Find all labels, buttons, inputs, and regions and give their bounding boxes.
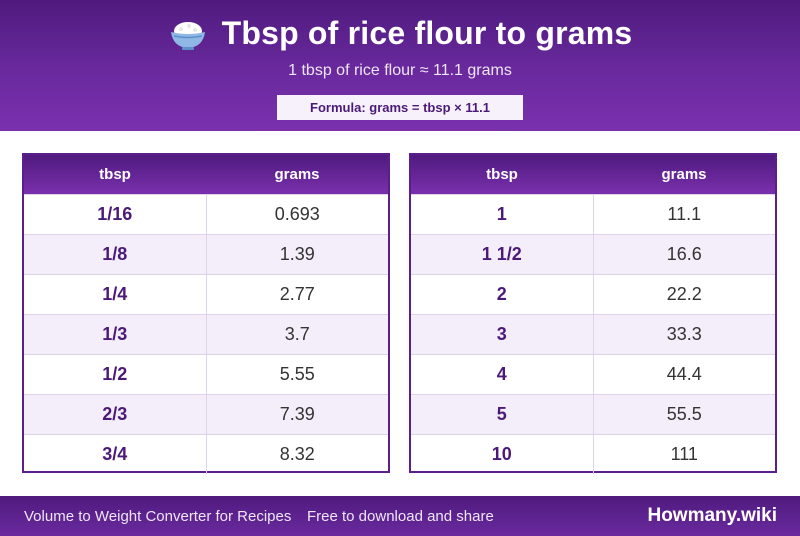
tbsp-cell: 10 — [411, 435, 594, 474]
footer-tagline: Volume to Weight Converter for Recipes — [24, 508, 292, 525]
title-text: Tbsp of rice flour to grams — [221, 14, 633, 51]
tbsp-cell: 2/3 — [24, 395, 207, 434]
tbsp-cell: 1/8 — [24, 235, 207, 274]
grams-cell: 55.5 — [666, 404, 702, 424]
rice-bowl-icon — [170, 22, 205, 50]
grams-cell: 22.2 — [666, 284, 702, 304]
column-header-tbsp: tbsp — [99, 166, 131, 183]
grams-cell: 111 — [670, 444, 698, 464]
table-row: 1/8 1.39 — [24, 234, 388, 274]
table-row: 1/2 5.55 — [24, 354, 388, 394]
subtitle: 1 tbsp of rice flour ≈ 11.1 grams — [288, 62, 512, 79]
grams-cell: 11.1 — [667, 204, 702, 224]
table-row: 5 55.5 — [411, 394, 775, 434]
grams-cell: 44.4 — [666, 364, 702, 384]
tbsp-cell: 1/4 — [24, 275, 207, 314]
tbsp-cell: 4 — [411, 355, 594, 394]
tbsp-cell: 1 — [411, 195, 594, 234]
table-header: tbsp grams — [411, 155, 775, 194]
table-row: 3 33.3 — [411, 314, 775, 354]
grams-cell: 0.693 — [274, 204, 320, 224]
grams-cell: 8.32 — [279, 444, 315, 464]
tbsp-cell: 3 — [411, 315, 594, 354]
table-row: 1/16 0.693 — [24, 194, 388, 234]
tbsp-cell: 1 1/2 — [411, 235, 594, 274]
table-row: 10 111 — [411, 434, 775, 474]
table-row: 1 11.1 — [411, 194, 775, 234]
header-banner: Tbsp of rice flour to grams 1 tbsp of ri… — [0, 0, 800, 131]
tbsp-cell: 2 — [411, 275, 594, 314]
formula-badge: Formula: grams = tbsp × 11.1 — [277, 95, 523, 120]
footer-share-text: Free to download and share — [307, 508, 494, 525]
grams-cell: 16.6 — [666, 244, 702, 264]
tbsp-cell: 1/16 — [24, 195, 207, 234]
conversion-table-right: tbsp grams 1 11.1 1 1/2 16.6 2 22.2 3 33… — [409, 153, 777, 474]
grams-cell: 1.39 — [279, 244, 315, 264]
tbsp-cell: 5 — [411, 395, 594, 434]
grams-cell: 33.3 — [666, 324, 702, 344]
column-header-grams: grams — [661, 166, 707, 183]
tbsp-cell: 1/3 — [24, 315, 207, 354]
table-row: 1/3 3.7 — [24, 314, 388, 354]
tbsp-cell: 1/2 — [24, 355, 207, 394]
table-row: 2 22.2 — [411, 274, 775, 314]
grams-cell: 3.7 — [284, 324, 310, 344]
table-row: 1 1/2 16.6 — [411, 234, 775, 274]
grams-cell: 2.77 — [279, 284, 315, 304]
footer-bar: Volume to Weight Converter for Recipes F… — [0, 496, 800, 536]
column-header-tbsp: tbsp — [486, 166, 518, 183]
grams-cell: 7.39 — [279, 404, 315, 424]
table-row: 2/3 7.39 — [24, 394, 388, 434]
table-header: tbsp grams — [24, 155, 388, 194]
tbsp-cell: 3/4 — [24, 435, 207, 474]
brand-logo-text[interactable]: Howmany.wiki — [647, 505, 777, 526]
table-row: 1/4 2.77 — [24, 274, 388, 314]
grams-cell: 5.55 — [279, 364, 315, 384]
page-title: Tbsp of rice flour to grams — [0, 14, 800, 52]
table-row: 3/4 8.32 — [24, 434, 388, 474]
conversion-table-left: tbsp grams 1/16 0.693 1/8 1.39 1/4 2.77 … — [22, 153, 390, 474]
table-row: 4 44.4 — [411, 354, 775, 394]
column-header-grams: grams — [274, 166, 320, 183]
